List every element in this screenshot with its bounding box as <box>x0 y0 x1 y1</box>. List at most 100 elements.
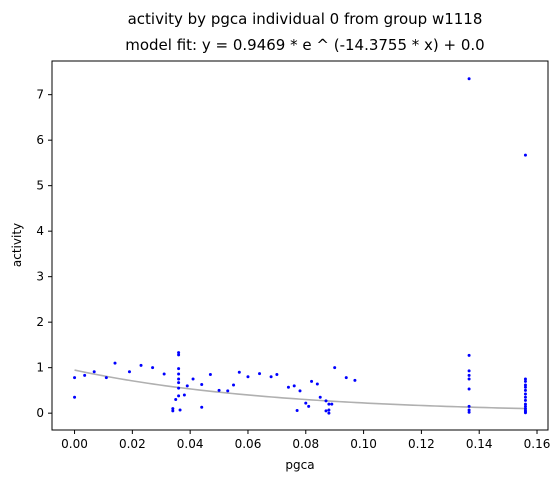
data-point <box>467 404 471 408</box>
data-point <box>177 377 181 381</box>
data-point <box>467 377 471 381</box>
data-point <box>286 385 290 389</box>
data-point <box>258 372 262 376</box>
data-point <box>295 408 299 412</box>
data-point <box>139 363 143 367</box>
data-point <box>185 384 189 388</box>
y-axis-ticks: 0 1 2 3 4 5 6 7 <box>36 88 52 420</box>
data-point <box>171 409 175 413</box>
data-point <box>523 392 527 396</box>
data-point <box>292 384 296 388</box>
data-point <box>315 382 319 386</box>
data-point <box>523 402 527 406</box>
data-point <box>246 375 250 379</box>
data-point <box>327 402 331 406</box>
data-point <box>127 370 131 374</box>
data-point <box>191 377 195 381</box>
data-point <box>467 410 471 414</box>
y-axis-label: activity <box>10 223 24 267</box>
data-point <box>217 388 221 392</box>
data-point <box>467 408 471 412</box>
x-tick-label: 0.02 <box>119 437 146 451</box>
data-point <box>73 395 77 399</box>
data-point <box>162 372 166 376</box>
data-point <box>333 366 337 370</box>
x-tick-label: 0.08 <box>292 437 319 451</box>
data-point <box>269 375 273 379</box>
fit-curve-line <box>74 369 526 410</box>
y-tick-label: 1 <box>36 361 44 375</box>
data-point <box>182 393 186 397</box>
y-tick-label: 0 <box>36 406 44 420</box>
data-point <box>523 383 527 387</box>
y-tick-label: 3 <box>36 270 44 284</box>
data-point <box>310 379 314 383</box>
data-point <box>523 153 527 157</box>
data-point <box>307 404 311 408</box>
data-point <box>92 370 96 374</box>
data-point <box>523 404 527 408</box>
x-tick-label: 0.04 <box>177 437 204 451</box>
data-point <box>177 372 181 376</box>
data-point <box>523 411 527 415</box>
data-point <box>353 378 357 382</box>
y-tick-label: 2 <box>36 315 44 329</box>
x-tick-label: 0.00 <box>61 437 88 451</box>
chart-subtitle: model fit: y = 0.9469 * e ^ (-14.3755 * … <box>125 36 484 54</box>
data-point <box>226 389 230 393</box>
data-point <box>208 372 212 376</box>
x-axis-label: pgca <box>285 458 314 472</box>
x-tick-label: 0.16 <box>524 437 551 451</box>
data-point <box>467 387 471 391</box>
data-point <box>467 369 471 373</box>
data-point <box>523 388 527 392</box>
data-point <box>467 373 471 377</box>
data-point <box>177 353 181 357</box>
data-point <box>523 398 527 402</box>
data-point <box>330 402 334 406</box>
data-point <box>151 366 155 370</box>
data-point <box>523 379 527 383</box>
data-point <box>318 395 322 399</box>
data-points-layer <box>73 77 527 415</box>
data-point <box>304 401 308 405</box>
x-axis-ticks: 0.00 0.02 0.04 0.06 0.08 0.10 0.12 0.14 0.16 <box>61 430 550 451</box>
data-point <box>200 405 204 409</box>
data-point <box>177 394 181 398</box>
data-point <box>73 376 77 380</box>
y-tick-label: 7 <box>36 88 44 102</box>
data-point <box>523 377 527 381</box>
data-point <box>324 399 328 403</box>
fit-curve-layer <box>74 369 526 410</box>
data-point <box>177 381 181 385</box>
x-tick-label: 0.14 <box>466 437 493 451</box>
y-tick-label: 6 <box>36 133 44 147</box>
data-point <box>324 409 328 413</box>
x-tick-label: 0.12 <box>408 437 435 451</box>
data-point <box>177 351 181 355</box>
data-point <box>177 367 181 371</box>
data-point <box>327 411 331 415</box>
data-point <box>200 383 204 386</box>
data-point <box>178 408 182 412</box>
data-point <box>237 370 241 374</box>
data-point <box>523 385 527 389</box>
data-point <box>171 407 175 411</box>
data-point <box>467 77 471 81</box>
data-point <box>523 395 527 399</box>
data-point <box>83 373 87 377</box>
data-point <box>174 398 178 402</box>
data-point <box>467 353 471 357</box>
y-tick-label: 5 <box>36 179 44 193</box>
y-tick-label: 4 <box>36 224 44 238</box>
data-point <box>104 376 108 380</box>
data-point <box>344 376 348 380</box>
data-point <box>177 386 181 390</box>
plot-frame <box>51 60 549 431</box>
x-tick-label: 0.06 <box>235 437 262 451</box>
data-point <box>327 408 331 412</box>
chart-title: activity by pgca individual 0 from group… <box>128 10 483 28</box>
data-point <box>275 372 279 376</box>
data-point <box>232 383 236 387</box>
